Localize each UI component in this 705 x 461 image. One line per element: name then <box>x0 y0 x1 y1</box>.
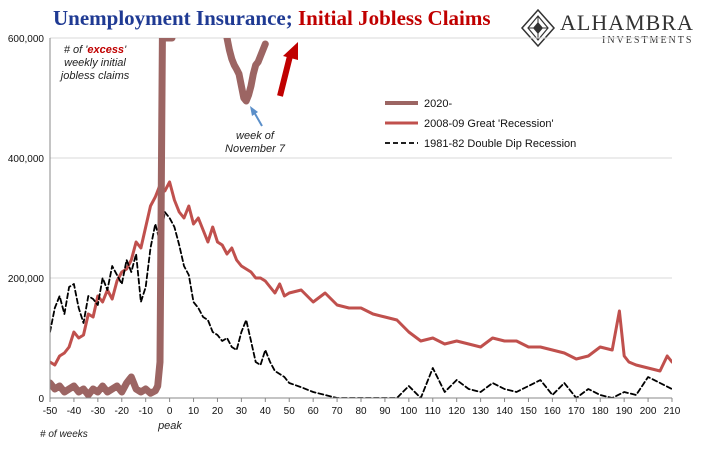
x-tick-label: 160 <box>544 406 561 417</box>
x-tick-label: 140 <box>496 406 513 417</box>
red-arrow-shaft <box>277 55 293 97</box>
red-arrow-head <box>283 42 298 60</box>
y-tick-label: 0 <box>38 394 44 405</box>
x-tick-label: 30 <box>236 406 248 417</box>
chart-title: Unemployment Insurance; Initial Jobless … <box>53 6 491 31</box>
y-tick-label: 200,000 <box>8 274 45 285</box>
x-tick-label: 100 <box>401 406 418 417</box>
legend-label: 2020- <box>424 98 452 110</box>
x-tick-label: 10 <box>188 406 200 417</box>
x-tick-label: 0 <box>167 406 173 417</box>
x-tick-label: 200 <box>640 406 657 417</box>
x-tick-label: -30 <box>91 406 106 417</box>
x-tick-label: -20 <box>115 406 130 417</box>
axes: 0 200,000 400,000 600,000 -50 -40 -30 -20 -10 0 10… <box>8 34 681 417</box>
weeks-label: # of weeks <box>40 429 88 440</box>
y-tick-label: 400,000 <box>8 154 45 165</box>
series-line <box>50 211 672 398</box>
series-lines <box>50 38 672 398</box>
x-tick-label: 110 <box>425 406 441 417</box>
excess-line1-b: ' <box>124 44 127 56</box>
x-tick-label: 120 <box>448 406 465 417</box>
x-tick-label: 180 <box>592 406 609 417</box>
excess-word: excess <box>87 44 125 56</box>
legend: 2020- 2008-09 Great 'Recession' 1981-82 Do… <box>385 98 576 150</box>
x-tick-label: -50 <box>43 406 58 417</box>
series-line <box>50 38 176 398</box>
annotation-arrows <box>250 42 298 127</box>
x-tick-label: -10 <box>138 406 153 417</box>
x-tick-label: 70 <box>332 406 344 417</box>
blue-arrow-shaft <box>253 111 263 127</box>
x-tick-label: 60 <box>308 406 320 417</box>
x-tick-label: 50 <box>284 406 296 417</box>
x-tick-label: 80 <box>355 406 367 417</box>
series-line <box>223 38 269 105</box>
excess-line1-a: # of ' <box>63 44 88 56</box>
alhambra-diamond-icon <box>520 8 556 48</box>
excess-annotation: # of 'excess' weekly initial jobless cla… <box>50 44 140 83</box>
series-line <box>50 180 672 373</box>
x-tick-label: 40 <box>260 406 272 417</box>
alhambra-logo: ALHAMBRA INVESTMENTS <box>520 8 700 48</box>
y-tick-label: 600,000 <box>8 34 45 45</box>
blue-arrow-head <box>250 106 258 116</box>
x-tick-label: 170 <box>568 406 585 417</box>
title-part2: Initial Jobless Claims <box>298 6 491 30</box>
logo-sub: INVESTMENTS <box>602 35 694 46</box>
x-tick-label: 150 <box>520 406 537 417</box>
x-tick-label: 130 <box>472 406 489 417</box>
week-line2: November 7 <box>225 143 285 155</box>
legend-label: 1981-82 Double Dip Recession <box>424 138 576 150</box>
title-part1: Unemployment Insurance; <box>53 6 298 30</box>
peak-label: peak <box>158 420 182 432</box>
gridlines <box>50 37 672 279</box>
x-tick-label: -40 <box>67 406 82 417</box>
week-line1: week of <box>236 130 274 142</box>
x-tick-label: 90 <box>379 406 391 417</box>
excess-line2: weekly initial <box>64 57 126 69</box>
legend-label: 2008-09 Great 'Recession' <box>424 118 554 130</box>
week-annotation: week of November 7 <box>210 130 300 156</box>
x-tick-label: 210 <box>664 406 681 417</box>
x-tick-label: 20 <box>212 406 224 417</box>
excess-line3: jobless claims <box>60 70 130 82</box>
logo-brand: ALHAMBRA <box>560 10 694 35</box>
x-tick-label: 190 <box>616 406 633 417</box>
